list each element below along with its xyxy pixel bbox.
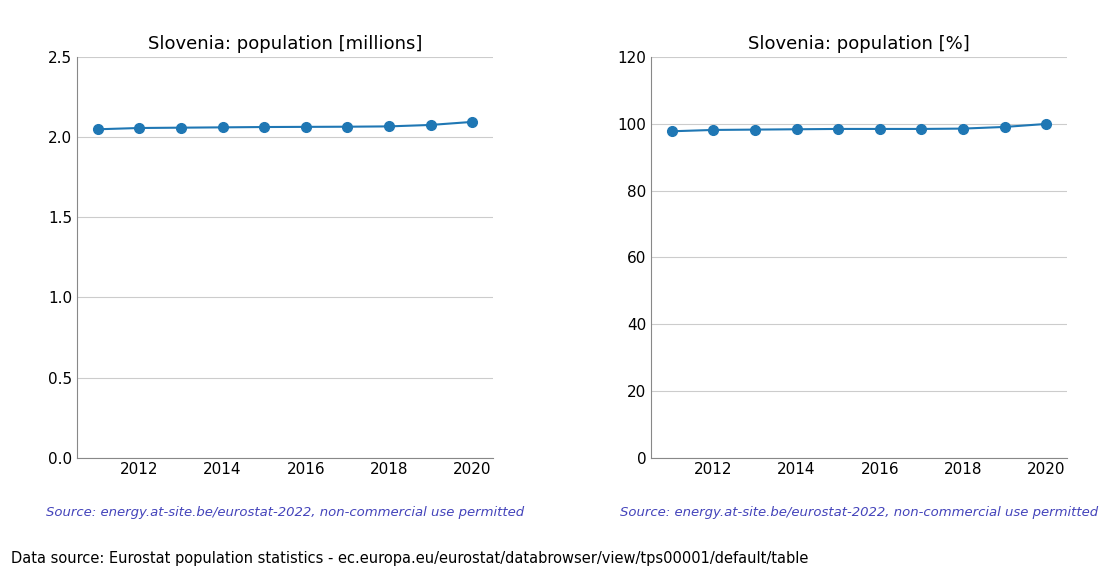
Title: Slovenia: population [%]: Slovenia: population [%] [748,35,970,53]
Text: Source: energy.at-site.be/eurostat-2022, non-commercial use permitted: Source: energy.at-site.be/eurostat-2022,… [46,506,524,519]
Text: Data source: Eurostat population statistics - ec.europa.eu/eurostat/databrowser/: Data source: Eurostat population statist… [11,551,808,566]
Title: Slovenia: population [millions]: Slovenia: population [millions] [147,35,422,53]
Text: Source: energy.at-site.be/eurostat-2022, non-commercial use permitted: Source: energy.at-site.be/eurostat-2022,… [620,506,1098,519]
